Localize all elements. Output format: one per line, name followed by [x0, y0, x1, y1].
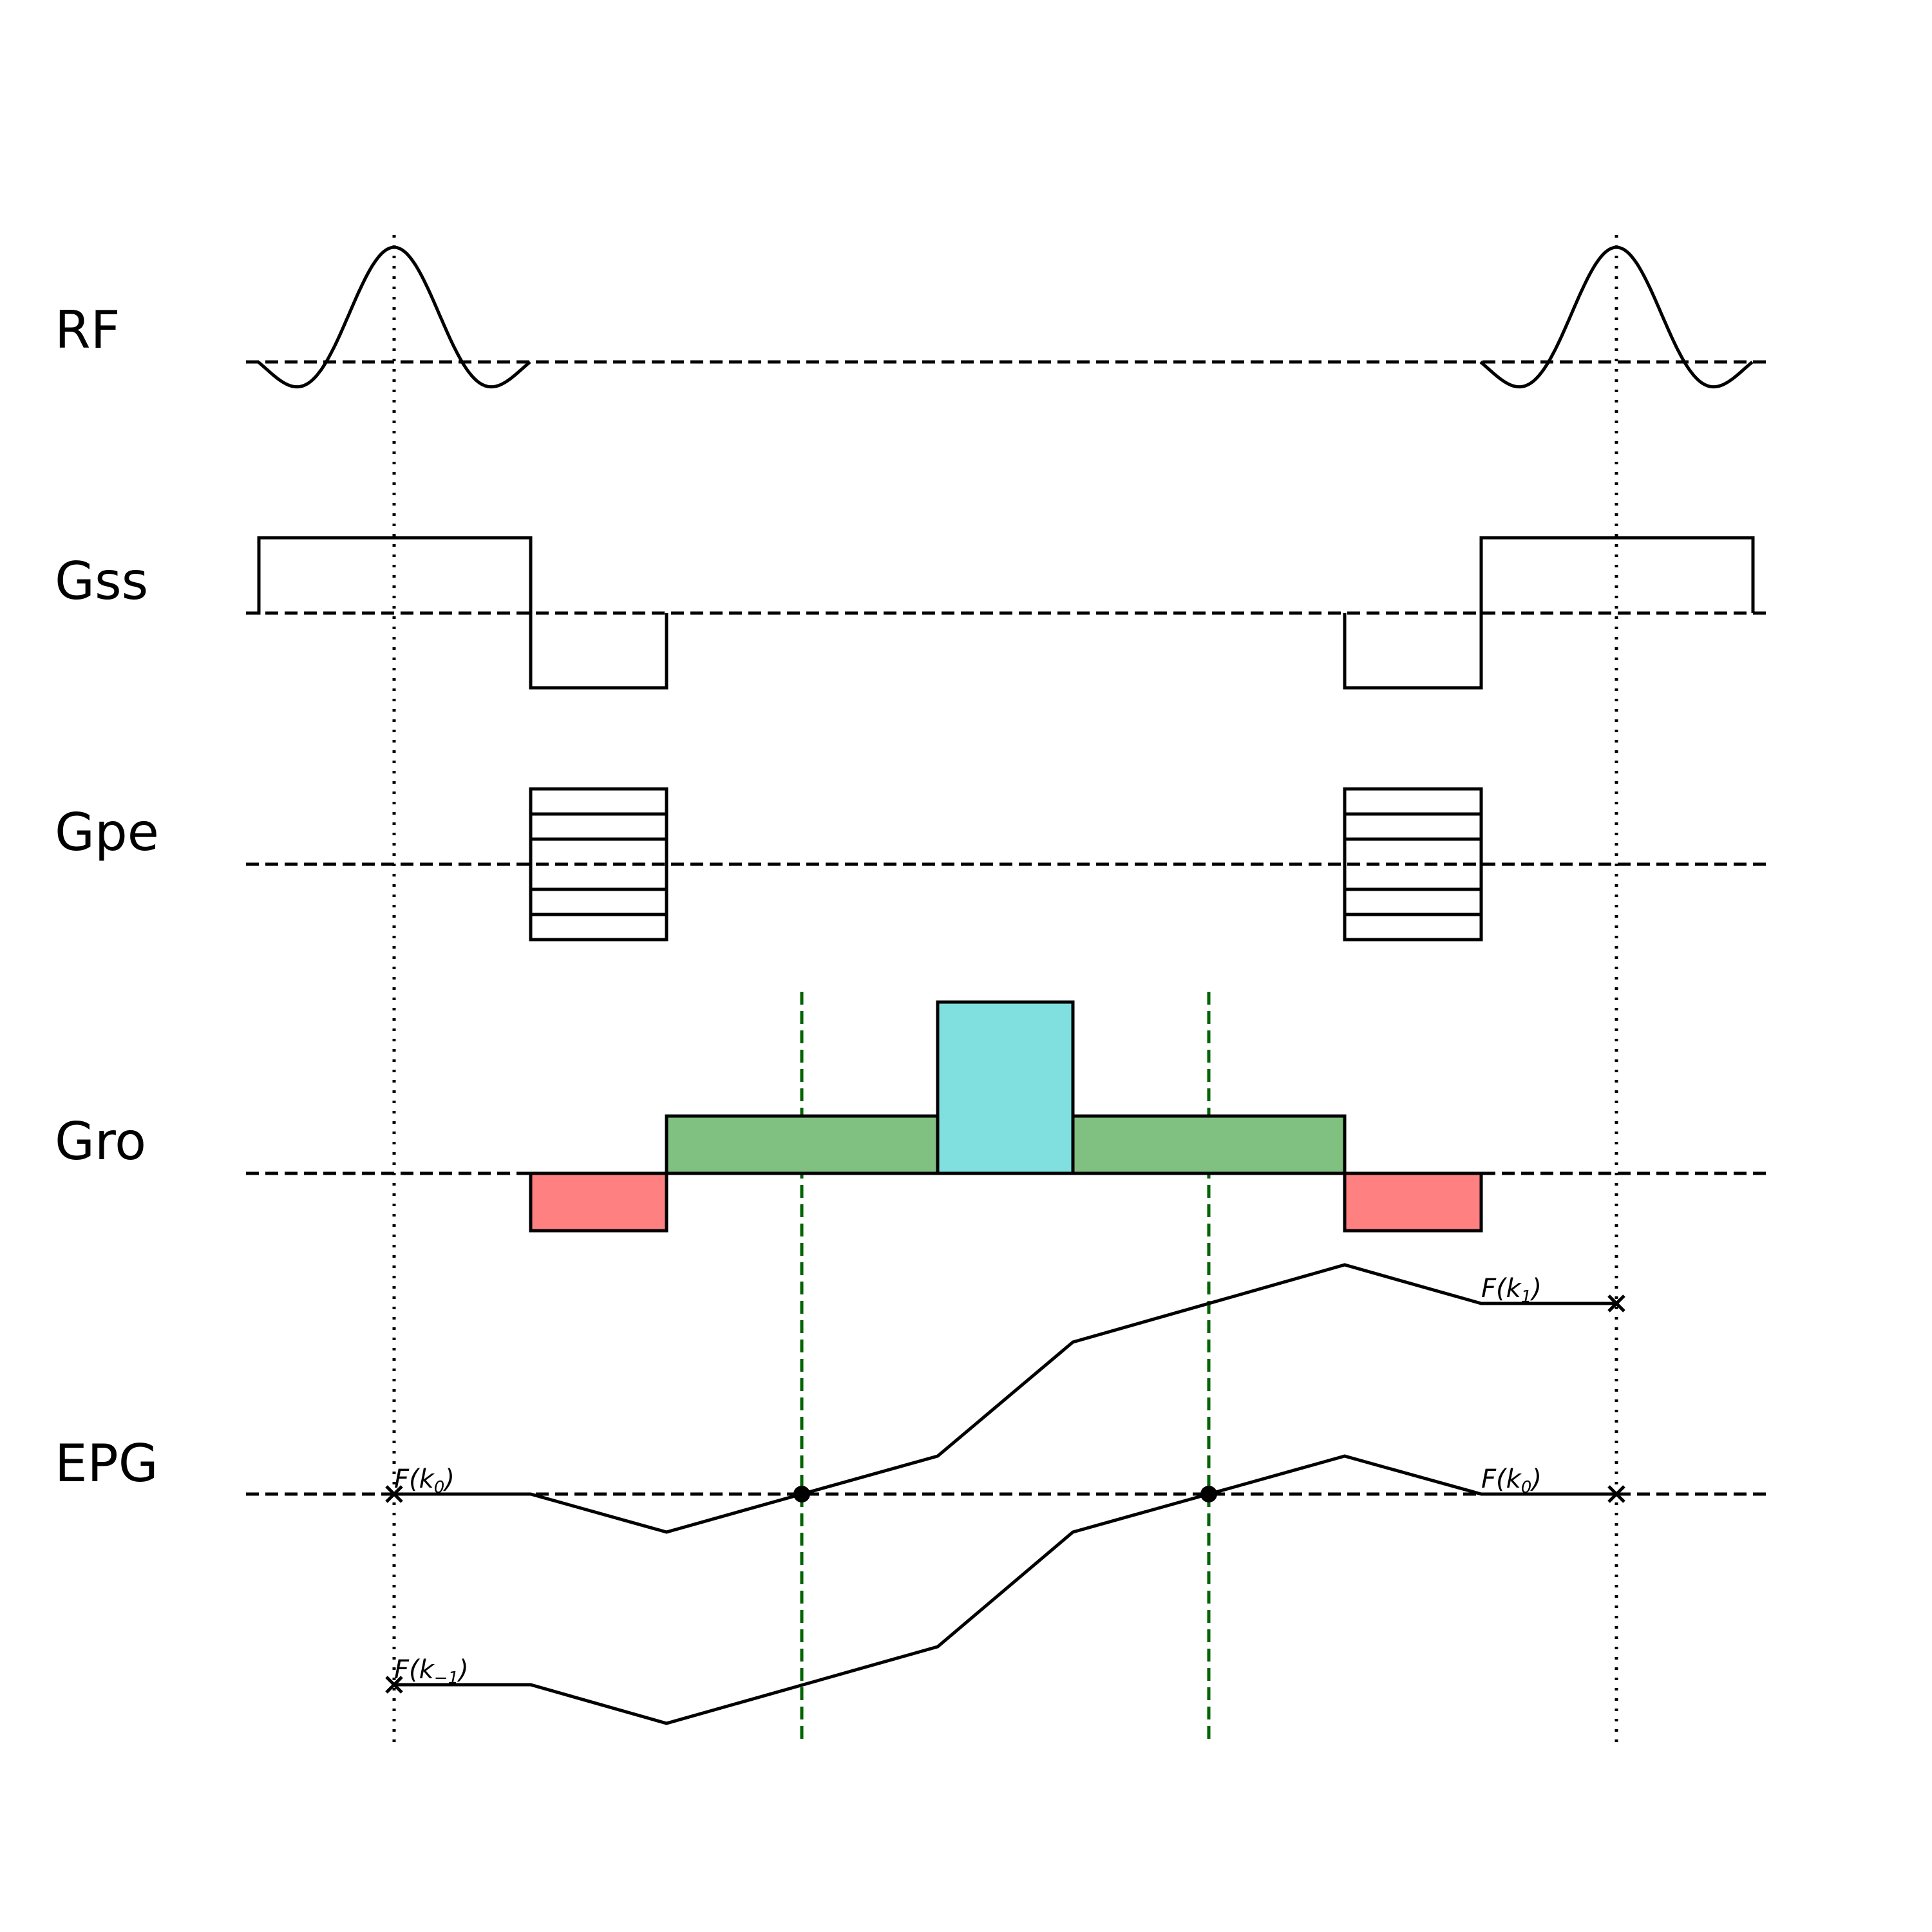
- gss-waveform-left: [246, 536, 668, 690]
- row-label-gss: Gss: [55, 551, 148, 611]
- gpe-phase-table-1: [529, 787, 668, 942]
- echo-point-1: [793, 1486, 810, 1502]
- gro-prephase-lobe-1: [529, 1171, 668, 1233]
- gro-readout-lobe-1: [665, 1114, 940, 1175]
- rf-pulse-2: [1479, 245, 1754, 389]
- epg-path-f-k0: [394, 1263, 1616, 1534]
- state-cross-marker-k1-end: [1607, 1294, 1625, 1312]
- state-cross-marker-k-minus1: [385, 1676, 403, 1694]
- gss-waveform-right: [1343, 536, 1755, 690]
- gro-readout-lobe-2: [1071, 1114, 1347, 1175]
- state-cross-marker-k0-end: [1607, 1485, 1625, 1503]
- row-label-rf: RF: [55, 300, 120, 360]
- state-cross-marker-k0-start: [385, 1485, 403, 1503]
- row-label-gro: Gro: [55, 1112, 146, 1171]
- gpe-phase-table-2: [1343, 787, 1483, 942]
- row-label-gpe: Gpe: [55, 802, 159, 862]
- gro-spoiler-lobe: [936, 1000, 1075, 1175]
- rf-pulse-1: [257, 245, 531, 389]
- epg-path-f-k-minus1: [394, 1454, 1616, 1725]
- state-label-f-k0-end: F(k0): [1481, 1464, 1542, 1497]
- state-label-f-k0-start: F(k0): [394, 1464, 455, 1497]
- echo-point-2: [1200, 1486, 1217, 1502]
- state-label-f-k1-end: F(k1): [1481, 1274, 1542, 1307]
- state-label-f-k-minus1: F(k−1): [394, 1655, 469, 1688]
- row-label-epg: EPG: [55, 1434, 158, 1493]
- gro-prephase-lobe-2: [1343, 1171, 1483, 1233]
